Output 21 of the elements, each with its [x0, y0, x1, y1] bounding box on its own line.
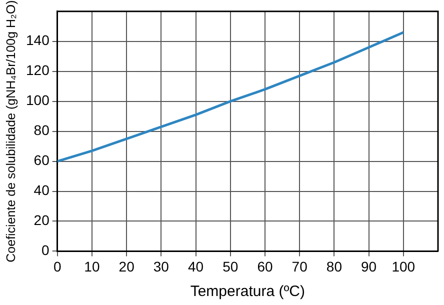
y-tick-label: 120	[26, 62, 50, 78]
y-tick-label: 80	[34, 122, 50, 138]
x-tick-label: 90	[361, 258, 377, 274]
x-tick-label: 60	[257, 258, 273, 274]
x-tick-label: 100	[392, 258, 416, 274]
x-tick-label: 30	[153, 258, 170, 274]
x-tick-label: 70	[292, 258, 308, 274]
x-tick-label: 0	[53, 258, 62, 274]
x-axis-title: Temperatura (ºC)	[190, 283, 306, 300]
y-tick-label: 100	[26, 92, 50, 108]
y-tick-label: 0	[42, 242, 50, 258]
y-axis-title: Coeficiente de solubilidade (gNH₄Br/100g H₂O)	[4, 0, 18, 262]
y-tick-label: 40	[34, 182, 50, 198]
x-tick-label: 50	[222, 258, 238, 274]
y-tick-label: 20	[34, 212, 50, 228]
x-tick-label: 40	[188, 258, 204, 274]
x-tick-label: 10	[84, 258, 100, 274]
x-tick-label: 80	[326, 258, 342, 274]
y-tick-label: 60	[34, 152, 50, 168]
x-tick-label: 20	[118, 258, 135, 274]
y-tick-label: 140	[26, 32, 50, 48]
